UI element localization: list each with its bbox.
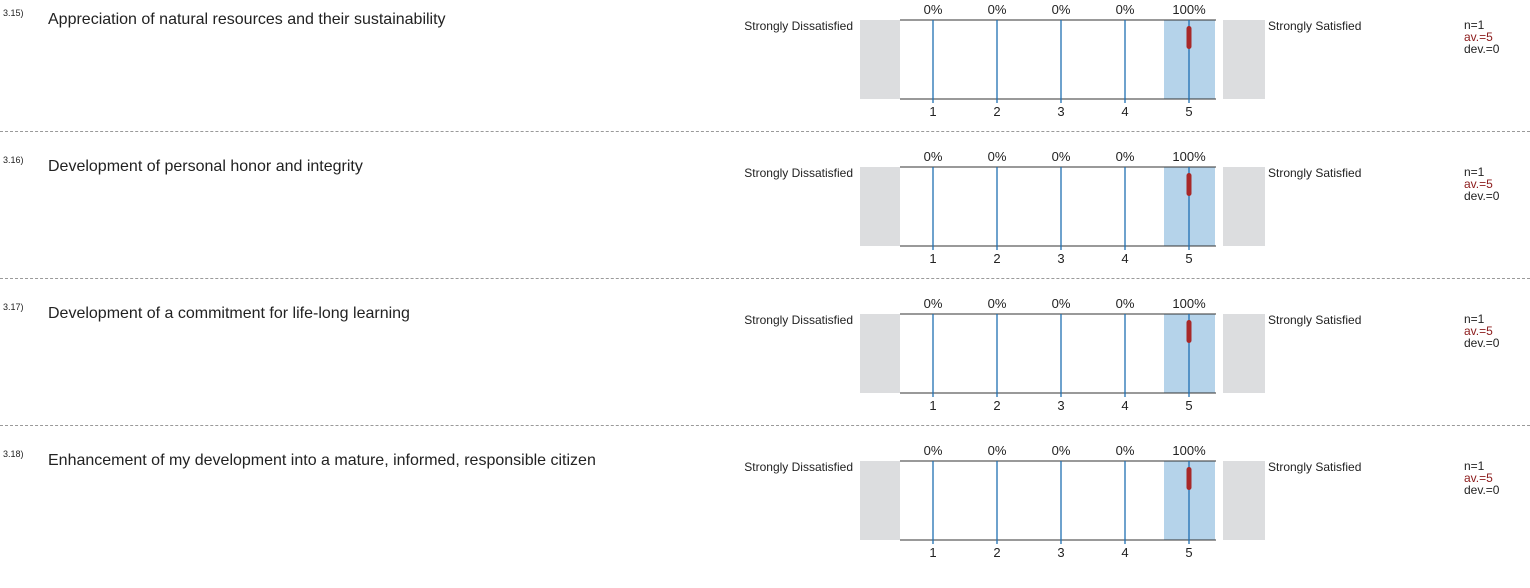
category-tick-label: 5 <box>1185 251 1192 266</box>
category-tick-label: 5 <box>1185 398 1192 413</box>
percent-label: 100% <box>1172 149 1206 164</box>
stat-n: n=1 <box>1464 459 1485 473</box>
category-tick-label: 3 <box>1057 545 1064 560</box>
stat-deviation: dev.=0 <box>1464 189 1500 203</box>
scale-end-cap-right <box>1223 461 1265 540</box>
question-number: 3.16) <box>3 155 24 165</box>
stat-average: av.=5 <box>1464 30 1493 44</box>
question-number: 3.15) <box>3 8 24 18</box>
mean-marker <box>1186 26 1192 49</box>
category-tick-label: 2 <box>993 104 1000 119</box>
category-tick-label: 5 <box>1185 104 1192 119</box>
percent-label: 0% <box>988 296 1007 311</box>
mean-marker <box>1186 320 1192 343</box>
scale-left-label: Strongly Dissatisfied <box>744 313 853 327</box>
question-item: 3.18) Enhancement of my development into… <box>0 441 1530 588</box>
percent-label: 0% <box>1116 296 1135 311</box>
question-text: Development of personal honor and integr… <box>48 158 363 175</box>
category-tick-label: 4 <box>1121 398 1128 413</box>
percent-label: 0% <box>924 2 943 17</box>
scale-end-cap-left <box>860 20 900 99</box>
percent-label: 0% <box>1052 443 1071 458</box>
category-tick-label: 3 <box>1057 104 1064 119</box>
category-tick-label: 4 <box>1121 104 1128 119</box>
rating-distribution-chart: 0% 1 0% 2 0% 3 0% 4 100% 5 <box>860 2 1265 119</box>
scale-end-cap-left <box>860 314 900 393</box>
stats-block: n=1 av.=5 dev.=0 <box>1464 19 1499 55</box>
category-tick-label: 1 <box>929 398 936 413</box>
category-tick-label: 4 <box>1121 545 1128 560</box>
category-tick-label: 1 <box>929 104 936 119</box>
stat-average: av.=5 <box>1464 471 1493 485</box>
percent-label: 100% <box>1172 443 1206 458</box>
percent-label: 0% <box>924 443 943 458</box>
scale-end-cap-left <box>860 461 900 540</box>
mean-marker <box>1186 467 1192 490</box>
item-separator <box>0 425 1530 426</box>
question-number: 3.18) <box>3 449 24 459</box>
scale-end-cap-left <box>860 167 900 246</box>
percent-label: 0% <box>988 2 1007 17</box>
scale-right-label: Strongly Satisfied <box>1268 313 1362 327</box>
scale-left-label: Strongly Dissatisfied <box>744 166 853 180</box>
question-number: 3.17) <box>3 302 24 312</box>
category-tick-label: 2 <box>993 251 1000 266</box>
rating-distribution-chart: 0% 1 0% 2 0% 3 0% 4 100% 5 <box>860 443 1265 560</box>
percent-label: 0% <box>1052 2 1071 17</box>
stat-n: n=1 <box>1464 165 1485 179</box>
stat-n: n=1 <box>1464 18 1485 32</box>
category-tick-label: 4 <box>1121 251 1128 266</box>
mean-marker <box>1186 173 1192 196</box>
percent-label: 0% <box>988 443 1007 458</box>
percent-label: 0% <box>924 296 943 311</box>
stat-n: n=1 <box>1464 312 1485 326</box>
stat-average: av.=5 <box>1464 324 1493 338</box>
percent-label: 0% <box>1052 296 1071 311</box>
category-tick-label: 2 <box>993 545 1000 560</box>
scale-end-cap-right <box>1223 167 1265 246</box>
percent-label: 0% <box>924 149 943 164</box>
scale-left-label: Strongly Dissatisfied <box>744 19 853 33</box>
percent-label: 0% <box>1116 2 1135 17</box>
stat-deviation: dev.=0 <box>1464 483 1500 497</box>
question-item: 3.16) Development of personal honor and … <box>0 147 1530 294</box>
percent-label: 100% <box>1172 296 1206 311</box>
scale-right-label: Strongly Satisfied <box>1268 166 1362 180</box>
rating-distribution-chart: 0% 1 0% 2 0% 3 0% 4 100% 5 <box>860 296 1265 413</box>
category-tick-label: 3 <box>1057 398 1064 413</box>
question-item: 3.17) Development of a commitment for li… <box>0 294 1530 441</box>
percent-label: 0% <box>1116 443 1135 458</box>
item-separator <box>0 131 1530 132</box>
stats-block: n=1 av.=5 dev.=0 <box>1464 313 1499 349</box>
question-text: Enhancement of my development into a mat… <box>48 452 596 469</box>
category-tick-label: 2 <box>993 398 1000 413</box>
percent-label: 0% <box>1052 149 1071 164</box>
scale-end-cap-right <box>1223 314 1265 393</box>
stats-block: n=1 av.=5 dev.=0 <box>1464 460 1499 496</box>
question-text: Appreciation of natural resources and th… <box>48 11 446 28</box>
stat-average: av.=5 <box>1464 177 1493 191</box>
scale-left-label: Strongly Dissatisfied <box>744 460 853 474</box>
category-tick-label: 5 <box>1185 545 1192 560</box>
item-separator <box>0 278 1530 279</box>
percent-label: 0% <box>988 149 1007 164</box>
question-text: Development of a commitment for life-lon… <box>48 305 410 322</box>
percent-label: 100% <box>1172 2 1206 17</box>
category-tick-label: 3 <box>1057 251 1064 266</box>
category-tick-label: 1 <box>929 545 936 560</box>
category-tick-label: 1 <box>929 251 936 266</box>
percent-label: 0% <box>1116 149 1135 164</box>
scale-right-label: Strongly Satisfied <box>1268 19 1362 33</box>
question-item: 3.15) Appreciation of natural resources … <box>0 0 1530 147</box>
scale-right-label: Strongly Satisfied <box>1268 460 1362 474</box>
scale-end-cap-right <box>1223 20 1265 99</box>
rating-distribution-chart: 0% 1 0% 2 0% 3 0% 4 100% 5 <box>860 149 1265 266</box>
stat-deviation: dev.=0 <box>1464 336 1500 350</box>
stats-block: n=1 av.=5 dev.=0 <box>1464 166 1499 202</box>
stat-deviation: dev.=0 <box>1464 42 1500 56</box>
